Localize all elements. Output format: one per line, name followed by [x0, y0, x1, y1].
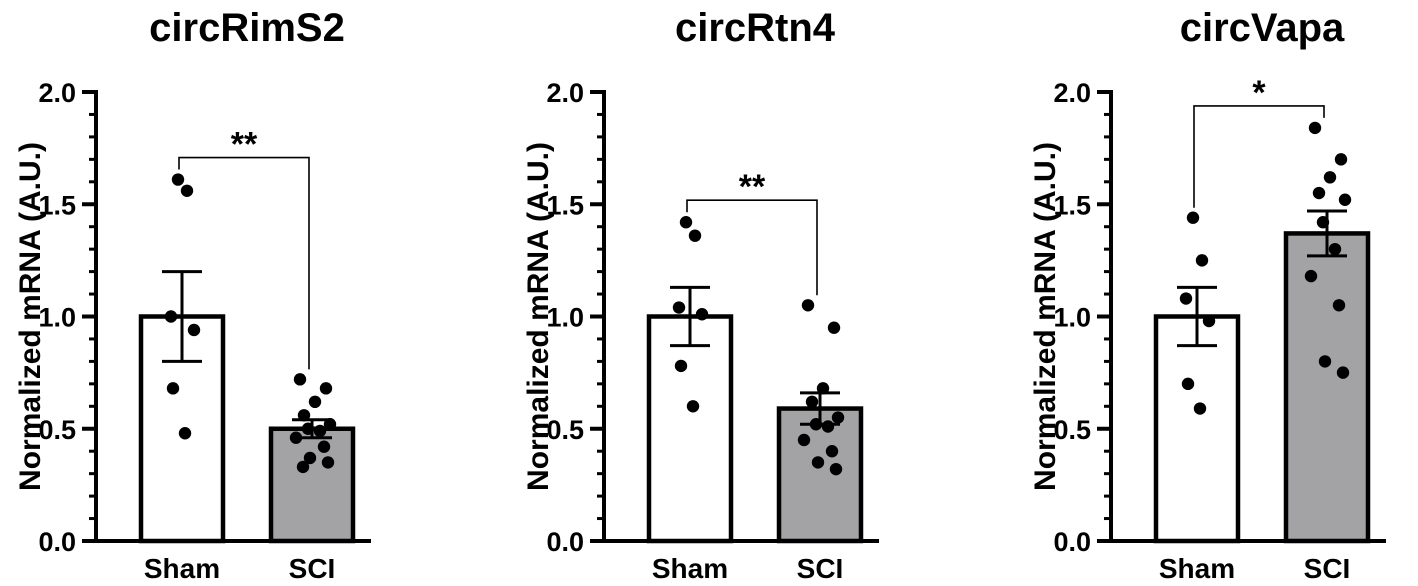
x-category-label: SCI [1304, 553, 1351, 584]
data-point [1338, 193, 1352, 206]
data-point [801, 299, 815, 312]
bar [268, 426, 356, 544]
y-tick-label: 1.5 [1053, 190, 1091, 220]
y-tick-label: 0.5 [546, 415, 584, 445]
y-tick-label: 0.0 [1053, 527, 1091, 557]
data-point [313, 424, 327, 438]
data-point [1304, 269, 1318, 283]
y-axis-label: Normalized mRNA (A.U.) [1029, 142, 1062, 491]
y-tick-label: 1.0 [1053, 303, 1091, 333]
data-point [805, 395, 819, 409]
significance-label: ** [739, 168, 766, 206]
data-point [672, 301, 686, 314]
y-tick-label: 0.5 [1053, 415, 1091, 445]
data-point [821, 420, 835, 433]
data-point [1195, 254, 1209, 267]
data-point [1336, 366, 1350, 379]
data-point [1179, 292, 1193, 305]
data-point [296, 460, 310, 474]
data-point [1318, 355, 1332, 368]
data-point [164, 310, 178, 323]
chart-title: circVapa [1180, 6, 1345, 50]
data-point [166, 382, 180, 395]
data-point [679, 216, 693, 229]
y-tick-label: 1.0 [546, 303, 584, 333]
data-point [809, 418, 823, 431]
data-point [825, 445, 839, 458]
data-point [303, 451, 317, 465]
y-tick-label: 2.0 [1053, 78, 1091, 108]
significance-bracket [686, 199, 818, 296]
data-point [297, 409, 311, 422]
data-point [171, 173, 185, 186]
data-point [317, 440, 331, 453]
x-category-label: SCI [289, 553, 336, 584]
x-category-label: SCI [797, 553, 844, 584]
data-point [1334, 153, 1348, 166]
data-point [1312, 186, 1326, 200]
data-point [827, 321, 841, 334]
data-point [1181, 377, 1195, 391]
y-tick-label: 1.0 [38, 303, 76, 333]
data-point [178, 427, 192, 440]
data-point [1202, 314, 1216, 328]
chart-title: circRimS2 [149, 6, 345, 50]
bar [1153, 314, 1241, 544]
data-point [811, 456, 825, 469]
y-tick-label: 1.5 [546, 190, 584, 220]
data-point [688, 229, 702, 242]
data-point [187, 323, 201, 337]
y-tick-label: 0.0 [546, 527, 584, 557]
significance-label: * [1252, 74, 1266, 112]
data-point [686, 400, 700, 413]
data-point [816, 382, 830, 395]
bar [776, 406, 864, 544]
data-point [1316, 216, 1330, 229]
data-point [301, 422, 315, 435]
significance-bracket [1193, 105, 1325, 208]
data-point [1186, 211, 1200, 224]
data-point [674, 359, 688, 373]
data-point [1328, 242, 1342, 256]
x-category-label: Sham [652, 553, 728, 584]
data-point [797, 433, 811, 447]
chart-panel: circRimS2 Normalized mRNA (A.U.) 0.0 0.5 1.0… [14, 6, 371, 584]
y-axis-label: Normalized mRNA (A.U.) [14, 142, 47, 491]
significance-bracket [178, 156, 310, 370]
data-point [293, 373, 307, 386]
chart-panel: circVapa Normalized mRNA (A.U.) 0.0 0.5 1.0 1… [1029, 6, 1386, 584]
significance-label: ** [231, 126, 258, 164]
data-point [1323, 171, 1337, 184]
data-point [321, 456, 335, 469]
data-point [1193, 402, 1207, 415]
bar [646, 314, 734, 544]
data-point [695, 308, 709, 321]
x-category-label: Sham [1159, 553, 1235, 584]
x-category-label: Sham [144, 553, 220, 584]
data-point [289, 431, 303, 444]
data-point [1332, 299, 1346, 312]
data-point [829, 462, 843, 476]
y-tick-label: 2.0 [546, 78, 584, 108]
data-point [1308, 121, 1322, 135]
chart-panel: circRtn4 Normalized mRNA (A.U.) 0.0 0.5 1.0 1… [522, 6, 879, 584]
bar [1283, 231, 1371, 544]
data-point [180, 184, 194, 197]
y-axis-label: Normalized mRNA (A.U.) [522, 142, 555, 491]
y-tick-label: 0.5 [38, 415, 76, 445]
y-tick-label: 0.0 [38, 527, 76, 557]
data-point [323, 418, 337, 431]
y-tick-label: 2.0 [38, 78, 76, 108]
data-point [831, 411, 845, 424]
data-point [319, 382, 333, 395]
chart-title: circRtn4 [675, 6, 836, 50]
y-tick-label: 1.5 [38, 190, 76, 220]
data-point [308, 395, 322, 409]
